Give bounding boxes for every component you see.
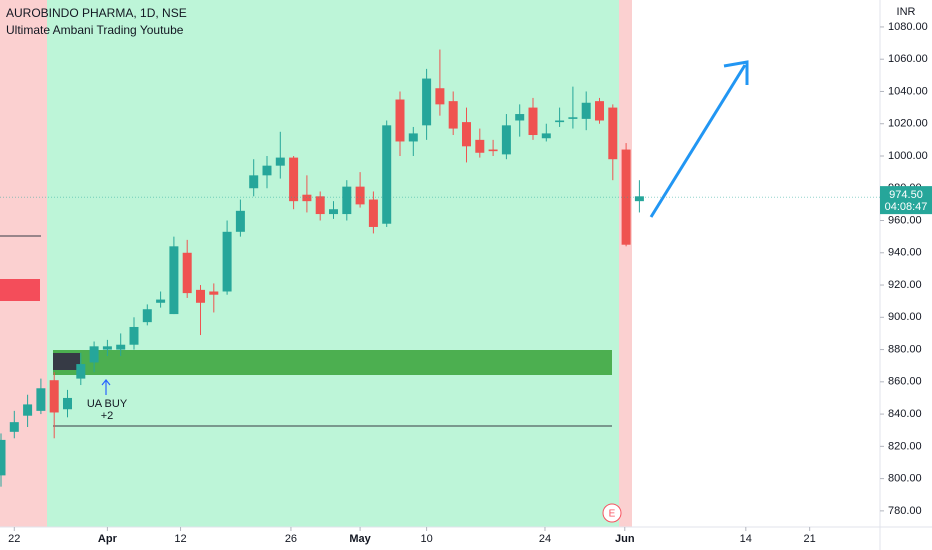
candle-body	[156, 299, 166, 303]
candle-body	[9, 422, 19, 432]
candle-body	[0, 439, 6, 476]
x-tick-label: 14	[740, 533, 752, 545]
y-tick-label: 940.00	[888, 247, 922, 259]
candle-body	[448, 101, 458, 129]
candle-body	[249, 175, 259, 189]
candle-body	[581, 102, 591, 119]
signal-count: +2	[101, 410, 114, 422]
candle-body	[36, 388, 46, 411]
candle-body	[355, 186, 365, 205]
candle-body	[488, 149, 498, 152]
candle-body	[328, 209, 338, 215]
y-tick-label: 780.00	[888, 505, 922, 517]
candle-body	[634, 196, 644, 202]
candle-body	[568, 117, 578, 119]
y-tick-label: 1080.00	[888, 21, 928, 33]
candle-body	[408, 133, 418, 142]
candle-body	[422, 78, 432, 126]
supply-box	[0, 279, 40, 301]
last-price-label: 974.50	[889, 189, 923, 201]
earnings-label: E	[609, 509, 616, 520]
x-tick-label: 12	[174, 533, 186, 545]
candle-body	[23, 404, 33, 416]
candle-body	[116, 344, 126, 350]
candle-body	[501, 125, 511, 155]
candle-body	[462, 122, 472, 147]
candle-body	[368, 199, 378, 227]
x-tick-label: 10	[420, 533, 432, 545]
candle-body	[289, 157, 299, 202]
candle-body	[342, 186, 352, 215]
candle-body	[528, 107, 538, 136]
candle-body	[49, 380, 59, 413]
candle-body	[262, 165, 272, 176]
last-price-box	[880, 186, 932, 215]
candle-body	[209, 291, 219, 295]
candle-body	[195, 289, 205, 303]
trend-arrow	[649, 64, 747, 218]
candle-body	[315, 196, 325, 215]
y-tick-label: 1020.00	[888, 118, 928, 130]
candle-body	[608, 107, 618, 160]
candle-body	[182, 252, 192, 294]
candle-body	[302, 194, 312, 202]
x-tick-label: 24	[539, 533, 551, 545]
candle-body	[142, 309, 152, 323]
candle-body	[395, 99, 405, 142]
y-tick-label: 920.00	[888, 279, 922, 291]
chart-title: AUROBINDO PHARMA, 1D, NSE	[6, 6, 187, 20]
y-tick-label: 880.00	[888, 343, 922, 355]
earnings-icon[interactable]	[602, 503, 622, 523]
candle-body	[275, 157, 285, 166]
y-tick-label: 900.00	[888, 311, 922, 323]
candle-body	[89, 346, 99, 363]
candle-body	[102, 346, 112, 350]
trend-arrow-head	[723, 60, 749, 85]
candle-body	[515, 114, 525, 121]
candle-body	[595, 101, 605, 121]
y-tick-label: 1060.00	[888, 53, 928, 65]
candle-body	[76, 364, 86, 379]
countdown-label: 04:08:47	[885, 201, 928, 213]
candle-body	[235, 210, 245, 232]
candle-body	[382, 125, 392, 224]
red-zone	[0, 0, 47, 527]
candle-body	[222, 231, 232, 292]
x-tick-label: 26	[285, 533, 297, 545]
red-zone	[619, 0, 632, 527]
demand-zone	[53, 350, 612, 375]
signal-label: UA BUY	[87, 398, 128, 410]
y-tick-label: 800.00	[888, 473, 922, 485]
y-tick-label: 1040.00	[888, 85, 928, 97]
candle-body	[435, 88, 445, 105]
x-tick-label: 22	[8, 533, 20, 545]
y-tick-label: 960.00	[888, 214, 922, 226]
x-tick-label: 21	[804, 533, 816, 545]
buy-arrow-head	[101, 379, 111, 386]
currency: INR	[897, 6, 916, 18]
entry-box	[53, 353, 80, 370]
candle-body	[62, 397, 72, 410]
y-tick-label: 860.00	[888, 376, 922, 388]
y-tick-label: 1000.00	[888, 150, 928, 162]
green-zone	[47, 0, 619, 527]
candle-body	[129, 326, 139, 345]
candle-body	[621, 149, 631, 245]
candle-body	[475, 139, 485, 153]
y-tick-label: 840.00	[888, 408, 922, 420]
candle-body	[555, 120, 565, 123]
y-tick-label: 820.00	[888, 440, 922, 452]
x-tick-label: Apr	[98, 533, 118, 545]
chart-subtitle: Ultimate Ambani Trading Youtube	[6, 23, 184, 37]
candle-body	[541, 133, 551, 139]
x-tick-label: May	[349, 533, 371, 545]
candle-body	[169, 246, 179, 315]
x-tick-label: Jun	[615, 533, 635, 545]
